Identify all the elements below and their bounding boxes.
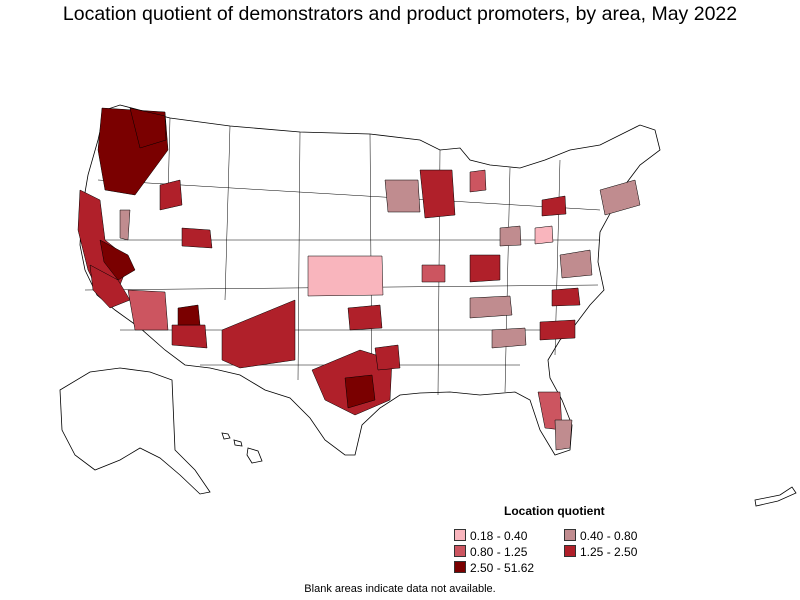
alaska-outline [59, 367, 211, 495]
footnote: Blank areas indicate data not available. [304, 583, 496, 595]
hawaii-outline [221, 432, 263, 464]
area-louisiana [374, 344, 401, 371]
area-colorado [181, 227, 213, 249]
area-virginia [559, 249, 593, 279]
legend-item-4: 1.25 - 2.50 [564, 545, 637, 559]
area-washington-east [129, 107, 167, 149]
legend-swatch-5 [454, 561, 466, 573]
area-kentucky [469, 295, 513, 319]
area-minnesota [384, 179, 421, 213]
area-tennessee [491, 327, 527, 349]
legend-label-2: 0.40 - 0.80 [580, 529, 638, 543]
area-missouri [421, 264, 446, 283]
legend-item-2: 0.40 - 0.80 [564, 529, 637, 543]
area-inland-empire [127, 289, 169, 331]
map-title: Location quotient of demonstrators and p… [62, 3, 738, 25]
legend-swatch-3 [454, 545, 466, 557]
area-kansas [307, 255, 384, 297]
area-southern-california [89, 264, 131, 309]
legend-swatch-1 [454, 529, 466, 541]
legend-item-3: 0.80 - 1.25 [454, 545, 527, 559]
area-arizona-phoenix [171, 324, 208, 349]
area-new-mexico [221, 299, 296, 369]
area-pennsylvania [534, 225, 554, 245]
legend-swatch-2 [564, 529, 576, 541]
legend-label-5: 2.50 - 51.62 [470, 561, 535, 575]
area-florida-south [554, 419, 573, 451]
area-michigan [469, 169, 487, 193]
area-new-york [541, 195, 567, 217]
area-central-valley [99, 239, 136, 281]
legend-label-1: 0.18 - 0.40 [470, 529, 528, 543]
legend-swatch-4 [564, 545, 576, 557]
area-idaho [159, 179, 183, 211]
area-wisconsin [419, 169, 456, 219]
area-new-england [599, 179, 641, 216]
legend-item-5: 2.50 - 51.62 [454, 561, 534, 575]
area-arizona-north [177, 304, 201, 326]
legend-label-4: 1.25 - 2.50 [580, 545, 638, 559]
area-illinois [469, 254, 501, 283]
area-ohio [499, 225, 522, 247]
legend-item-1: 0.18 - 0.40 [454, 529, 527, 543]
area-north-carolina [551, 287, 581, 307]
legend-title: Location quotient [504, 504, 605, 518]
area-oklahoma [347, 304, 383, 331]
area-georgia [539, 319, 576, 341]
islands-outline [754, 486, 797, 507]
area-texas-houston [344, 374, 376, 409]
legend-label-3: 0.80 - 1.25 [470, 545, 528, 559]
area-nevada-east [119, 209, 131, 241]
